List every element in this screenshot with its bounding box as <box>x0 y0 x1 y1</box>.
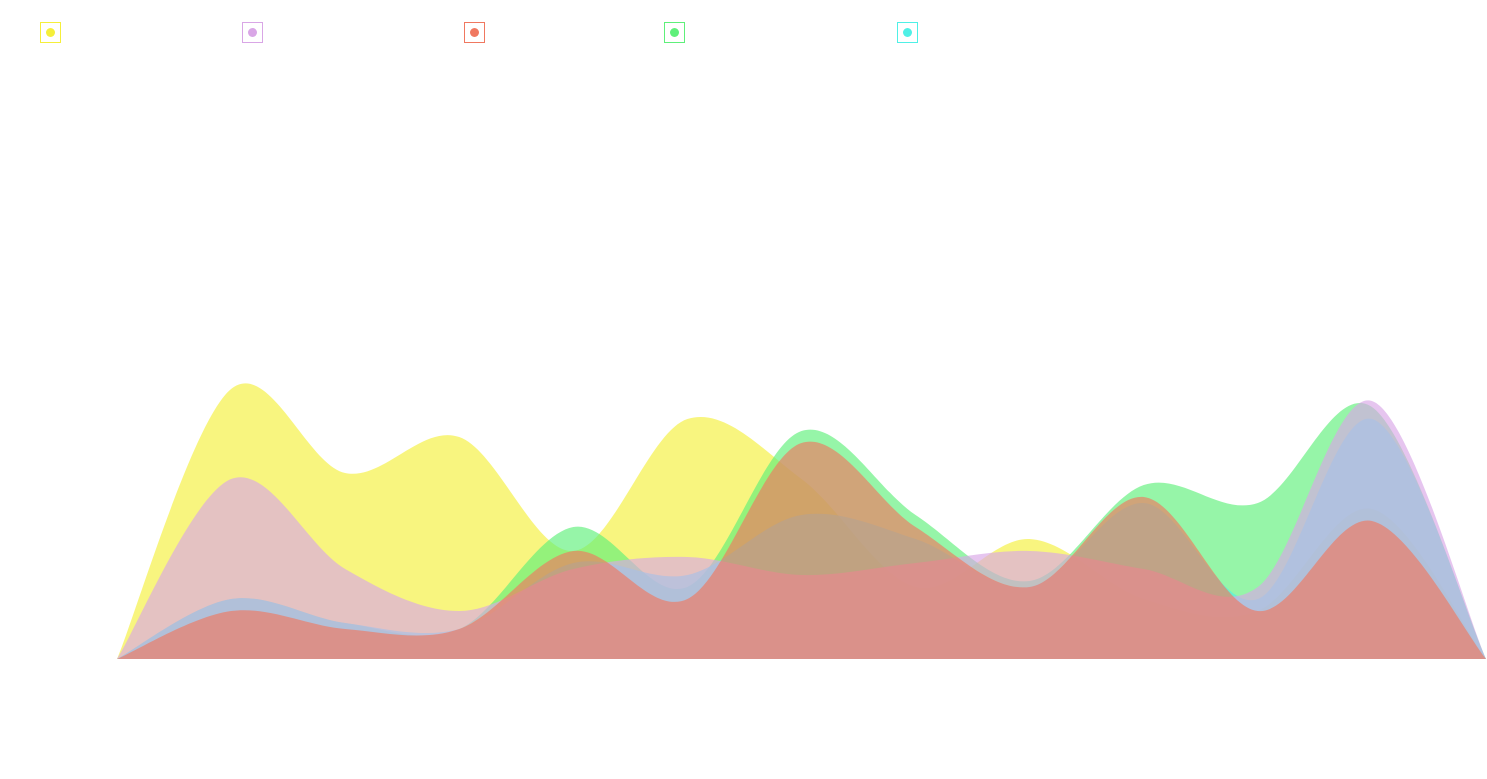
legend-item <box>464 22 485 43</box>
area <box>117 441 1486 659</box>
legend-swatch <box>46 28 55 37</box>
legend-item <box>664 22 685 43</box>
legend-swatch <box>670 28 679 37</box>
legend-item <box>242 22 263 43</box>
legend-swatch <box>903 28 912 37</box>
legend-item <box>40 22 61 43</box>
legend-swatch <box>248 28 257 37</box>
legend-item <box>897 22 918 43</box>
legend-swatch <box>470 28 479 37</box>
